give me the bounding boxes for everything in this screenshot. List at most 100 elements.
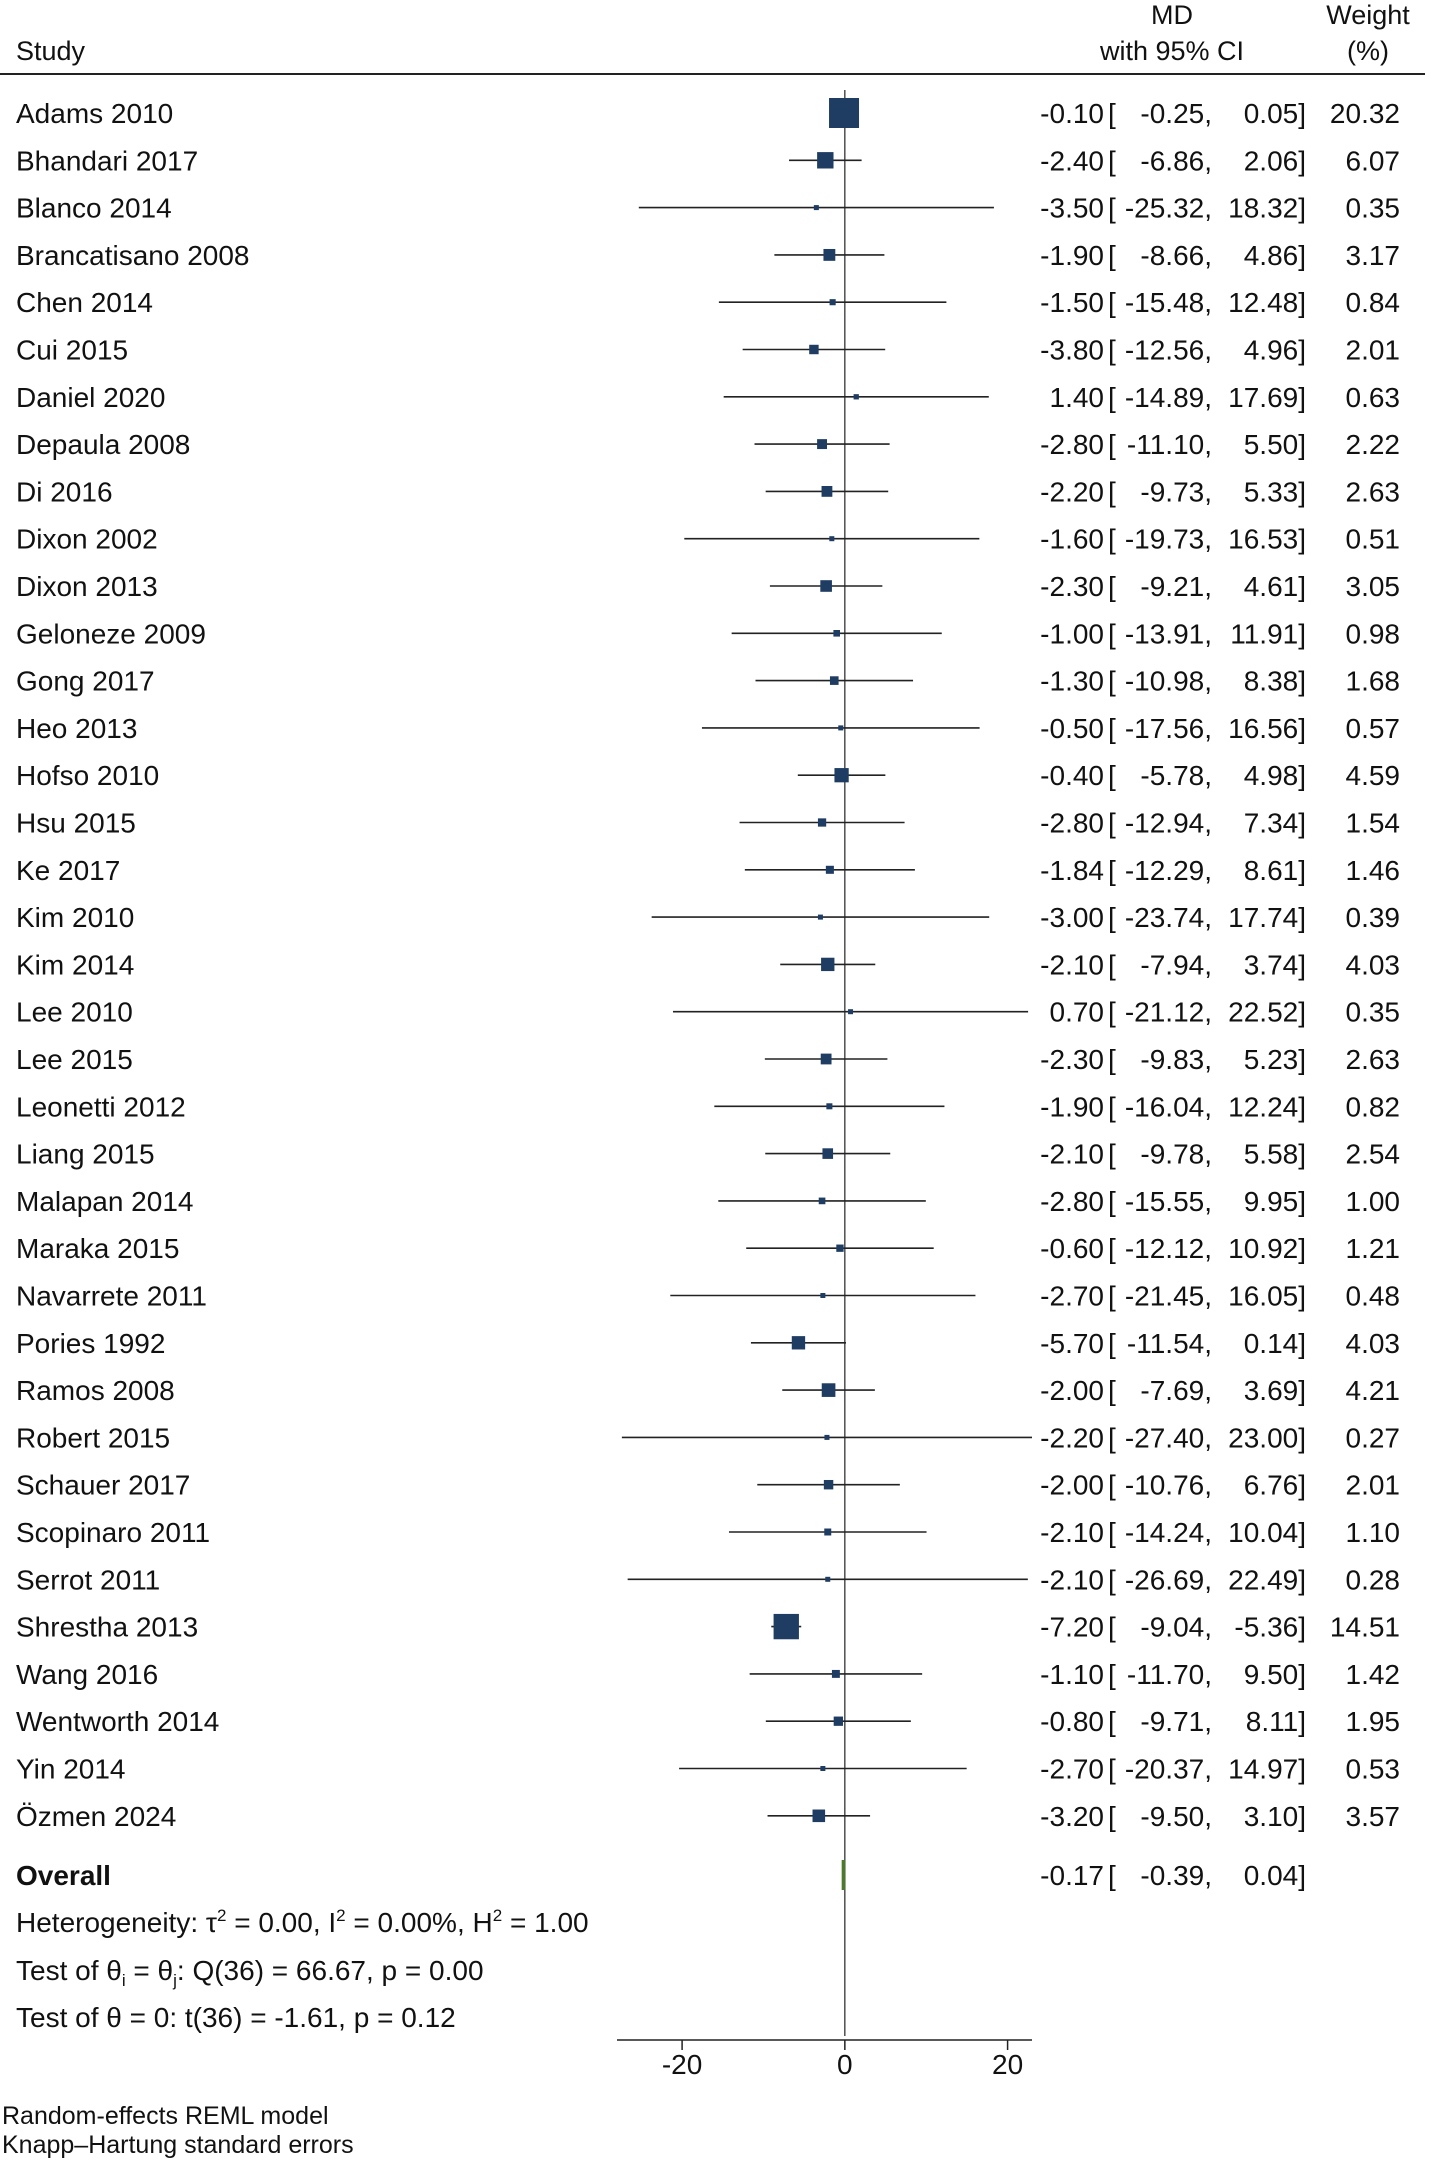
point-estimate-marker <box>825 865 834 874</box>
weight-value: 2.63 <box>1346 1044 1401 1075</box>
x-tick-label: 0 <box>837 2049 853 2080</box>
header-weight: Weight <box>1326 0 1410 30</box>
ci-high-value: 17.69] <box>1228 382 1306 413</box>
point-estimate-marker <box>829 536 835 542</box>
study-name: Pories 1992 <box>16 1328 165 1359</box>
weight-value: 1.95 <box>1346 1706 1401 1737</box>
point-estimate-marker <box>823 248 836 261</box>
study-name: Shrestha 2013 <box>16 1612 198 1643</box>
study-row: Hofso 2010 -0.40[-5.78, 4.98] 4.59 <box>16 760 1400 791</box>
footnote-model: Random-effects REML model <box>2 2102 329 2130</box>
point-estimate-marker <box>824 1528 832 1536</box>
study-name: Depaula 2008 <box>16 429 190 460</box>
md-value: -2.80 <box>1040 429 1104 460</box>
md-value: -5.70 <box>1040 1328 1104 1359</box>
md-value: -3.80 <box>1040 335 1104 366</box>
weight-value: 4.03 <box>1346 1328 1401 1359</box>
ci-high-value: 0.05] <box>1244 98 1306 129</box>
study-name: Liang 2015 <box>16 1139 155 1170</box>
ci-low-value: -17.56, <box>1125 713 1212 744</box>
ci-low-value: -10.98, <box>1125 666 1212 697</box>
md-value: -2.10 <box>1040 1517 1104 1548</box>
ci-bracket: [ <box>1108 98 1116 129</box>
study-name: Özmen 2024 <box>16 1801 176 1832</box>
study-name: Yin 2014 <box>16 1754 126 1785</box>
study-name: Daniel 2020 <box>16 382 165 413</box>
ci-low-value: -0.25, <box>1140 98 1212 129</box>
ci-high-value: 6.76] <box>1244 1470 1306 1501</box>
point-estimate-marker <box>848 1009 854 1015</box>
header-md: MD <box>1151 0 1193 30</box>
weight-value: 0.35 <box>1346 997 1401 1028</box>
md-value: -0.60 <box>1040 1233 1104 1264</box>
point-estimate-marker <box>829 299 836 306</box>
ci-bracket: [ <box>1108 335 1116 366</box>
point-estimate-marker <box>829 676 839 685</box>
study-row: Malapan 2014 -2.80[-15.55, 9.95] 1.00 <box>16 1186 1400 1217</box>
point-estimate-marker <box>820 1053 832 1065</box>
md-value: -1.84 <box>1040 855 1104 886</box>
md-value: -2.80 <box>1040 808 1104 839</box>
point-estimate-marker <box>834 768 849 783</box>
ci-high-value: 16.53] <box>1228 524 1306 555</box>
ci-bracket: [ <box>1108 571 1116 602</box>
ci-bracket: [ <box>1108 1564 1116 1595</box>
ci-bracket: [ <box>1108 1328 1116 1359</box>
study-name: Wang 2016 <box>16 1659 158 1690</box>
ci-bracket: [ <box>1108 1233 1116 1264</box>
study-row: Wang 2016 -1.10[-11.70, 9.50] 1.42 <box>16 1659 1400 1690</box>
ci-low-value: -23.74, <box>1125 902 1212 933</box>
ci-bracket: [ <box>1108 382 1116 413</box>
weight-value: 0.39 <box>1346 902 1401 933</box>
ci-high-value: 11.91] <box>1230 618 1306 649</box>
weight-value: 1.10 <box>1346 1517 1401 1548</box>
study-name: Blanco 2014 <box>16 193 172 224</box>
weight-value: 2.22 <box>1346 429 1401 460</box>
ci-low-value: -15.48, <box>1125 287 1212 318</box>
study-name: Ramos 2008 <box>16 1375 175 1406</box>
ci-bracket: [ <box>1108 855 1116 886</box>
weight-value: 4.59 <box>1346 760 1401 791</box>
ci-high-value: 4.96] <box>1244 335 1306 366</box>
ci-bracket: [ <box>1108 1422 1116 1453</box>
weight-value: 14.51 <box>1330 1612 1400 1643</box>
ci-low-value: -7.94, <box>1140 949 1212 980</box>
ci-bracket: [ <box>1108 193 1116 224</box>
ci-bracket: [ <box>1108 1139 1116 1170</box>
md-value: -1.00 <box>1040 618 1104 649</box>
point-estimate-marker <box>829 98 860 128</box>
study-name: Heo 2013 <box>16 713 137 744</box>
md-value: -0.50 <box>1040 713 1104 744</box>
md-value: -2.70 <box>1040 1281 1104 1312</box>
ci-high-value: 9.50] <box>1244 1659 1306 1690</box>
overall-md: -0.17 <box>1040 1860 1104 1891</box>
ci-high-value: 4.98] <box>1244 760 1306 791</box>
study-row: Di 2016 -2.20[-9.73, 5.33] 2.63 <box>16 476 1400 507</box>
md-value: -0.80 <box>1040 1706 1104 1737</box>
ci-high-value: 8.11] <box>1246 1706 1306 1737</box>
ci-low-value: -21.45, <box>1125 1281 1212 1312</box>
header-weight-unit: (%) <box>1347 36 1389 66</box>
md-value: -7.20 <box>1040 1612 1104 1643</box>
study-row: Gong 2017 -1.30[-10.98, 8.38] 1.68 <box>16 666 1400 697</box>
ci-bracket: [ <box>1108 1281 1116 1312</box>
point-estimate-marker <box>809 344 819 355</box>
study-name: Gong 2017 <box>16 666 155 697</box>
ci-high-value: 16.05] <box>1228 1281 1306 1312</box>
study-row: Kim 2010 -3.00[-23.74, 17.74] 0.39 <box>16 902 1400 933</box>
weight-value: 0.84 <box>1346 287 1401 318</box>
weight-value: 0.57 <box>1346 713 1401 744</box>
md-value: -2.20 <box>1040 1422 1104 1453</box>
ci-low-value: -25.32, <box>1125 193 1212 224</box>
study-row: Brancatisano 2008 -1.90[-8.66, 4.86] 3.17 <box>16 240 1400 271</box>
weight-value: 3.05 <box>1346 571 1401 602</box>
md-value: -2.20 <box>1040 476 1104 507</box>
study-name: Schauer 2017 <box>16 1470 190 1501</box>
study-row: Maraka 2015 -0.60[-12.12, 10.92] 1.21 <box>16 1233 1400 1264</box>
ci-high-value: 5.33] <box>1244 476 1306 507</box>
test-theta-equal-text: Test of θi = θj: Q(36) = 66.67, p = 0.00 <box>16 1955 484 1990</box>
ci-high-value: 22.49] <box>1228 1564 1306 1595</box>
ci-low-value: -9.73, <box>1140 476 1212 507</box>
ci-bracket: [ <box>1108 1470 1116 1501</box>
study-row: Geloneze 2009 -1.00[-13.91, 11.91] 0.98 <box>16 618 1400 649</box>
